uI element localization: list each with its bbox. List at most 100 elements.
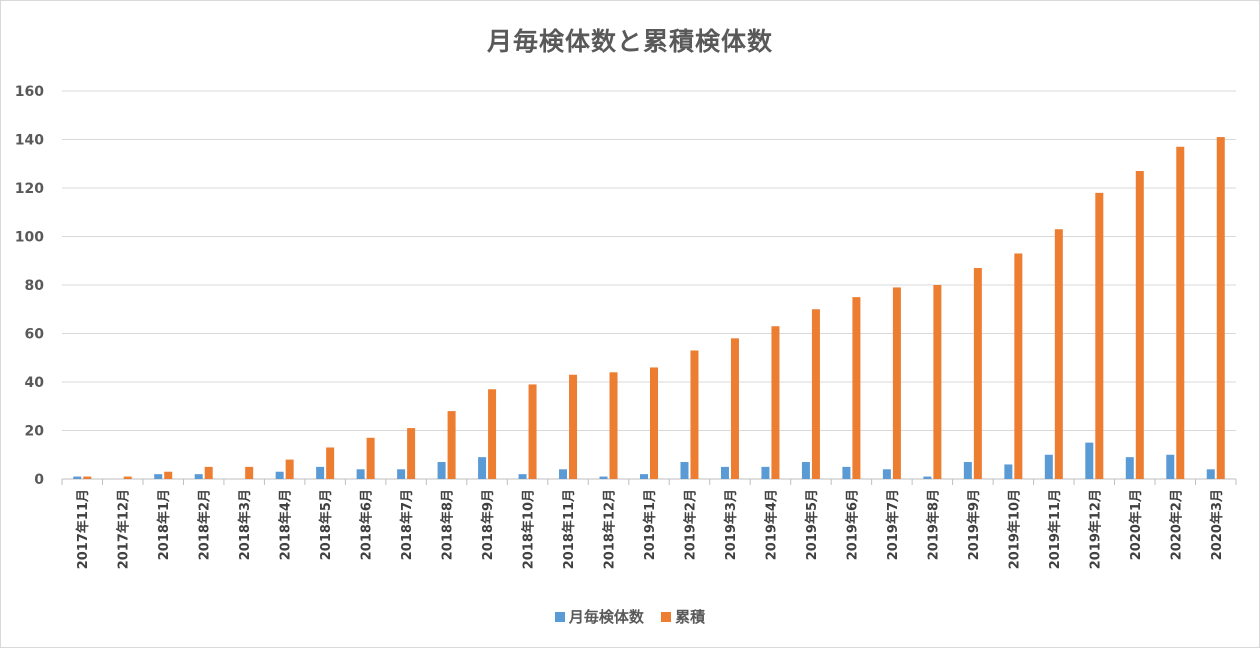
legend: 月毎検体数 累積 — [0, 606, 1260, 627]
bar-monthly — [680, 462, 689, 479]
x-tick-label: 2019年2月 — [682, 489, 698, 560]
bar-cumulative — [811, 309, 820, 479]
x-tick-label: 2018年4月 — [278, 489, 294, 560]
x-tick-label: 2019年4月 — [763, 489, 779, 560]
bar-cumulative — [285, 459, 294, 479]
y-tick-label: 80 — [25, 278, 45, 294]
x-tick-label: 2019年1月 — [642, 489, 658, 560]
bar-monthly — [1044, 454, 1053, 479]
gridlines — [62, 90, 1236, 480]
bar-monthly — [478, 457, 487, 479]
bar-cumulative — [569, 374, 578, 479]
bar-cumulative — [892, 287, 901, 479]
bar-monthly — [1206, 469, 1215, 479]
bar-cumulative — [407, 428, 416, 479]
bar-monthly — [275, 471, 284, 479]
bar-cumulative — [326, 447, 335, 479]
bar-monthly — [437, 462, 446, 479]
bar-monthly — [518, 474, 527, 479]
x-tick-label: 2019年10月 — [1006, 489, 1022, 569]
bar-monthly — [73, 476, 82, 479]
x-tick-label: 2019年9月 — [966, 489, 982, 560]
bar-monthly — [154, 474, 163, 479]
legend-label-monthly: 月毎検体数 — [568, 608, 644, 626]
bar-cumulative — [771, 326, 780, 479]
legend-item-monthly: 月毎検体数 — [554, 606, 644, 627]
x-tick-label: 2018年9月 — [480, 489, 496, 560]
bar-monthly — [194, 474, 203, 479]
y-tick-label: 160 — [15, 84, 44, 100]
bar-cumulative — [1176, 146, 1185, 479]
x-tick-label: 2017年11月 — [75, 489, 91, 569]
bar-cumulative — [690, 350, 699, 479]
y-tick-label: 20 — [25, 424, 45, 440]
bar-cumulative — [83, 476, 92, 479]
bar-cumulative — [1135, 171, 1144, 479]
bar-monthly — [1125, 457, 1134, 479]
bar-monthly — [640, 474, 648, 479]
bar-cumulative — [164, 471, 173, 479]
bar-monthly — [1085, 442, 1094, 479]
x-tick-label: 2018年1月 — [156, 489, 172, 560]
bar-monthly — [1004, 464, 1013, 479]
y-tick-label: 140 — [15, 133, 44, 149]
x-tick-label: 2019年11月 — [1047, 489, 1063, 569]
bar-monthly — [842, 466, 851, 479]
x-tick-label: 2020年2月 — [1168, 489, 1184, 560]
y-tick-label: 100 — [15, 230, 44, 246]
x-tick-label: 2020年3月 — [1209, 489, 1225, 560]
bar-cumulative — [730, 338, 739, 479]
x-tick-label: 2017年12月 — [116, 489, 132, 569]
chart-title: 月毎検体数と累積検体数 — [486, 27, 773, 56]
x-tick-label: 2018年6月 — [359, 489, 375, 560]
y-tick-label: 40 — [25, 375, 45, 391]
x-tick-label: 2018年11月 — [561, 489, 577, 569]
legend-label-cumulative: 累積 — [675, 608, 706, 626]
bar-cumulative — [123, 476, 132, 479]
legend-swatch-monthly — [554, 611, 565, 622]
y-tick-label: 120 — [15, 181, 44, 197]
x-tick-label: 2020年1月 — [1128, 489, 1144, 560]
x-tick-label: 2019年5月 — [804, 489, 820, 560]
y-tick-label: 0 — [34, 472, 44, 488]
bar-cumulative — [488, 389, 497, 479]
bar-cumulative — [609, 372, 618, 479]
bar-cumulative — [973, 268, 982, 479]
bar-monthly — [963, 462, 972, 479]
x-tick-label: 2018年10月 — [521, 489, 537, 569]
y-axis: 0 20 40 60 80 100 120 140 160 — [15, 84, 44, 488]
bar-cumulative — [1216, 137, 1225, 479]
x-tick-label: 2019年6月 — [844, 489, 860, 560]
bar-monthly — [397, 469, 406, 479]
x-tick-label: 2019年8月 — [925, 489, 941, 560]
bar-cumulative — [447, 411, 456, 479]
bar-cumulative — [528, 384, 537, 479]
bar-cumulative — [1014, 253, 1023, 479]
bar-monthly — [801, 462, 810, 479]
bar-monthly — [761, 466, 770, 479]
x-tick-label: 2018年7月 — [399, 489, 415, 560]
legend-item-cumulative: 累積 — [661, 606, 705, 627]
bar-cumulative — [366, 437, 375, 479]
bar-cumulative — [852, 297, 861, 479]
x-tick-label: 2018年2月 — [197, 489, 213, 560]
y-tick-label: 60 — [25, 327, 45, 343]
x-axis: 2017年11月 2017年12月 2018年1月 2018年2月 2018年3月 201… — [61, 479, 1237, 569]
bar-cumulative — [245, 466, 254, 479]
bar-cumulative — [650, 367, 658, 479]
bar-monthly — [316, 466, 325, 479]
legend-swatch-cumulative — [661, 611, 672, 622]
bar-monthly — [559, 469, 568, 479]
x-tick-label: 2018年8月 — [440, 489, 456, 560]
bar-cumulative — [1095, 192, 1104, 479]
bar-cumulative — [1054, 229, 1063, 479]
bar-monthly — [720, 466, 729, 479]
bar-cumulative — [204, 466, 213, 479]
bar-monthly — [882, 469, 891, 479]
bar-monthly — [1166, 454, 1175, 479]
bar-monthly — [599, 476, 608, 479]
bar-monthly — [356, 469, 365, 479]
x-tick-label: 2018年3月 — [237, 489, 253, 560]
